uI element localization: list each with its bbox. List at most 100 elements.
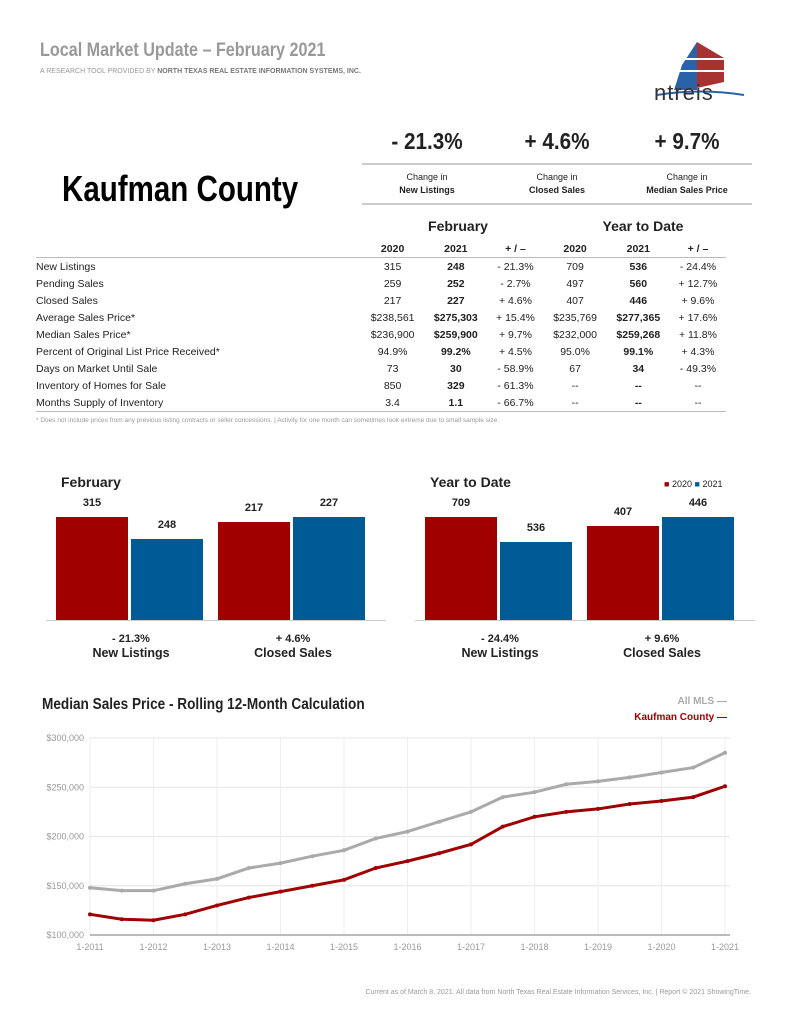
table-cell: 315: [383, 260, 402, 273]
table-cell: 850: [383, 379, 402, 392]
table-cell: --: [571, 379, 579, 392]
data-point: [532, 814, 537, 819]
data-point: [405, 859, 410, 864]
table-cell: + 9.7%: [498, 328, 532, 341]
subtitle-prefix: A RESEARCH TOOL PROVIDED BY: [40, 68, 158, 75]
row-label: Percent of Original List Price Received*: [36, 345, 220, 358]
data-point: [723, 750, 727, 755]
x-tick-label: 1-2015: [330, 942, 358, 952]
data-point: [342, 848, 346, 853]
table-cell: 30: [449, 362, 462, 375]
group-label: Closed Sales: [623, 646, 701, 660]
report-subtitle: A RESEARCH TOOL PROVIDED BY NORTH TEXAS …: [40, 68, 361, 75]
kpi-label: Change in: [536, 172, 578, 182]
bar-chart-title: Year to Date: [430, 474, 511, 490]
kpi-value: + 4.6%: [524, 128, 590, 154]
bar-value-label: 227: [319, 497, 339, 509]
legend-kaufman: Kaufman County —: [634, 712, 727, 723]
table-cell: --: [634, 379, 642, 392]
legend-2020: 2020: [671, 479, 692, 489]
data-point: [246, 866, 251, 871]
data-point: [373, 836, 378, 841]
bar-2020: [218, 521, 290, 620]
table-cell: - 49.3%: [679, 362, 717, 375]
stats-table: 2020 2021 + / –2020 2021 + / – New Listings 31…: [36, 240, 726, 412]
x-tick-label: 1-2019: [584, 942, 612, 952]
table-cell: 560: [629, 277, 648, 290]
bar-2021: [500, 542, 572, 620]
bar-2021: [293, 517, 365, 620]
row-label: Closed Sales: [36, 294, 98, 307]
group-change: + 4.6%: [275, 633, 311, 645]
table-cell: 446: [629, 294, 648, 307]
table-cell: - 58.9%: [497, 362, 534, 375]
data-point: [215, 876, 219, 881]
table-cell: 407: [566, 294, 584, 307]
ntreis-logo: ntreis: [652, 40, 747, 105]
row-label: New Listings: [36, 260, 96, 273]
group-header-ytd: Year to Date: [602, 218, 684, 234]
col-header: 2020: [543, 240, 607, 258]
bar-value-label: 315: [82, 497, 102, 509]
kpi-metric: New Listings: [399, 185, 455, 195]
data-point: [246, 895, 251, 900]
group-label: Closed Sales: [254, 646, 332, 660]
row-label: Pending Sales: [36, 277, 104, 290]
table-cell: - 24.4%: [679, 260, 717, 273]
table-cell: - 61.3%: [497, 379, 534, 392]
table-cell: $275,303: [433, 311, 478, 324]
footer-text: Current as of March 8, 2021. All data fr…: [365, 989, 751, 996]
table-cell: 3.4: [361, 394, 425, 412]
kpi-label: Change in: [666, 172, 708, 182]
table-cell: 329: [447, 379, 465, 392]
table-cell: 1.1: [424, 394, 488, 412]
bar-group-caption: + 4.6% Closed Sales: [218, 632, 368, 660]
table-cell: 259: [383, 277, 402, 290]
table-row: Pending Sales 259 252 - 2.7% 497 560 + 12.7%: [36, 275, 726, 292]
table-cell: 709: [566, 260, 584, 273]
data-point: [278, 889, 283, 894]
report-title: Local Market Update – February 2021: [40, 40, 326, 61]
data-point: [469, 842, 473, 847]
x-tick-label: 1-2013: [203, 942, 231, 952]
data-point: [437, 851, 442, 856]
kpi-new-listings: - 21.3% Change in New Listings: [362, 128, 492, 205]
table-cell: 73: [386, 362, 399, 375]
bar-legend: ■ 2020 ■ 2021: [664, 479, 723, 489]
data-point: [278, 861, 283, 866]
col-header: 2020: [361, 240, 425, 258]
table-row: Inventory of Homes for Sale 850 329 - 61.3%…: [36, 377, 726, 394]
y-tick-label: $100,000: [46, 930, 84, 940]
col-header: + / –: [487, 240, 544, 258]
table-cell: --: [694, 379, 702, 392]
data-point: [215, 903, 219, 908]
table-cell: + 12.7%: [678, 277, 718, 290]
kpi-metric: Closed Sales: [528, 185, 586, 195]
data-point: [691, 795, 696, 800]
table-cell: + 9.6%: [681, 294, 715, 307]
bar-value-label: 217: [244, 501, 264, 514]
row-label: Median Sales Price*: [36, 328, 131, 341]
data-point: [310, 854, 315, 859]
group-change: - 24.4%: [481, 633, 519, 645]
data-point: [310, 883, 315, 888]
table-cell: 67: [569, 362, 581, 375]
table-cell: - 21.3%: [497, 260, 534, 273]
table-cell: $277,365: [616, 311, 661, 324]
data-point: [373, 866, 378, 871]
x-tick-label: 1-2018: [520, 942, 548, 952]
line-chart-title: Median Sales Price - Rolling 12-Month Ca…: [42, 696, 365, 713]
data-point: [659, 770, 664, 775]
group-change: + 9.6%: [644, 633, 680, 645]
kpi-closed-sales: + 4.6% Change in Closed Sales: [492, 128, 622, 205]
data-point: [500, 824, 505, 829]
table-cell: $259,268: [616, 328, 661, 341]
table-row: New Listings 315 248 - 21.3% 709 536 - 24.4%: [36, 258, 726, 276]
line-chart: $300,000 $250,000 $200,000 $150,000 $100,000…: [46, 733, 739, 952]
table-cell: 497: [566, 277, 584, 290]
x-tick-label: 1-2016: [393, 942, 421, 952]
bar-2021: [662, 517, 734, 620]
col-header: 2021: [606, 240, 670, 258]
legend-label: All MLS: [677, 696, 715, 707]
